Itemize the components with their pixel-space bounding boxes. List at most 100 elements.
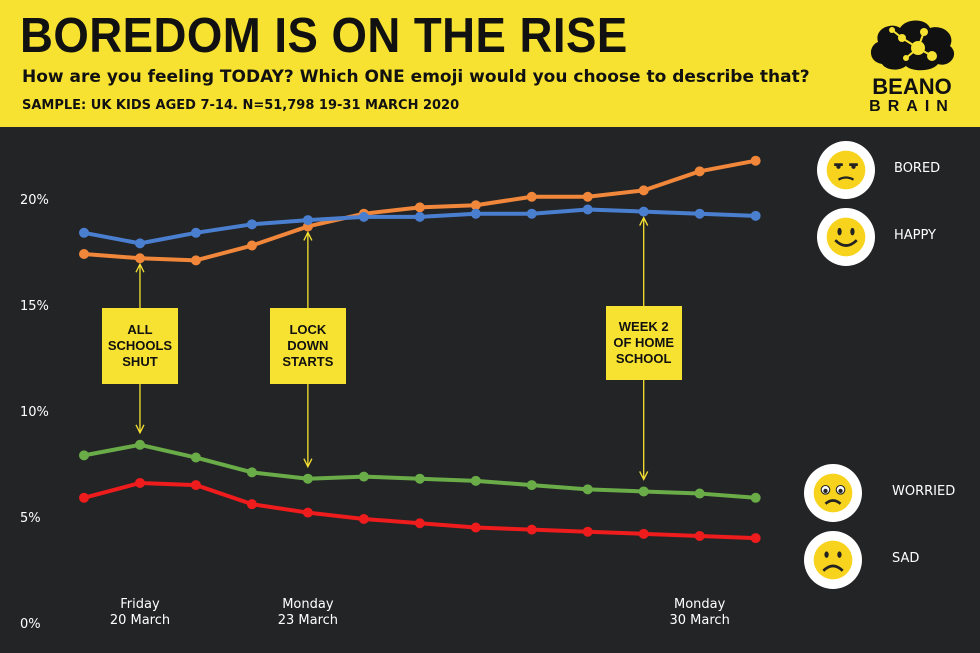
- sad-emoji-icon: [803, 531, 862, 589]
- chart-title: BOREDOM IS ON THE RISE: [20, 9, 628, 63]
- data-point-sad: [134, 477, 145, 488]
- arrowhead-icon: [303, 458, 313, 469]
- data-point-worried: [358, 471, 369, 482]
- data-point-bored: [246, 240, 257, 251]
- arrowhead-icon: [639, 471, 649, 481]
- data-point-worried: [302, 473, 313, 484]
- sample-note: SAMPLE: UK KIDS AGED 7-14. N=51,798 19-3…: [22, 98, 460, 113]
- data-point-happy: [638, 206, 649, 217]
- data-point-bored: [79, 249, 89, 259]
- annotation-box: LOCK DOWN STARTS: [269, 308, 346, 384]
- data-point-sad: [470, 522, 481, 533]
- data-point-worried: [190, 452, 201, 463]
- brain-icon: [870, 20, 955, 71]
- line-chart: [79, 155, 761, 544]
- series-line-worried: [83, 442, 756, 500]
- data-point-worried: [470, 475, 481, 486]
- happy-emoji-icon: [816, 208, 875, 266]
- data-point-worried: [638, 486, 649, 497]
- x-tick-label: Monday 30 March: [640, 597, 760, 629]
- annotation-text: WEEK 2: [618, 319, 669, 334]
- data-point-happy: [750, 210, 761, 221]
- data-point-happy: [582, 204, 593, 215]
- annotation-text: LOCK: [289, 322, 327, 337]
- data-point-bored: [134, 253, 145, 264]
- x-tick-label: Friday 20 March: [80, 597, 200, 629]
- data-point-happy: [79, 227, 89, 238]
- x-tick-line2: 23 March: [277, 613, 339, 628]
- data-point-bored: [750, 155, 761, 166]
- y-tick-label: 10%: [20, 405, 49, 420]
- x-tick-line1: Monday: [282, 597, 334, 612]
- data-point-happy: [190, 227, 201, 238]
- y-tick-label: 0%: [20, 617, 41, 632]
- data-point-happy: [414, 211, 425, 222]
- data-point-sad: [638, 528, 649, 539]
- chart-subtitle: How are you feeling TODAY? Which ONE emo…: [22, 67, 810, 87]
- annotation-text: SCHOOLS: [107, 338, 173, 353]
- arrowhead-icon: [135, 262, 145, 273]
- x-tick-line2: 20 March: [109, 613, 171, 628]
- annotation-text: SCHOOL: [615, 351, 672, 366]
- worried-emoji-icon: [803, 464, 862, 522]
- data-point-happy: [134, 238, 145, 249]
- data-point-bored: [638, 185, 649, 196]
- legend-label-bored: BORED: [894, 161, 941, 176]
- data-point-happy: [358, 211, 369, 222]
- data-point-worried: [134, 439, 145, 450]
- annotation-text: SHUT: [122, 354, 158, 369]
- header-banner: BOREDOM IS ON THE RISE How are you feeli…: [0, 0, 980, 127]
- arrowhead-icon: [135, 424, 145, 435]
- x-tick-line1: Monday: [673, 597, 726, 612]
- data-point-happy: [694, 208, 705, 219]
- data-point-happy: [246, 219, 257, 230]
- x-tick-line1: Friday: [120, 597, 160, 612]
- y-tick-label: 15%: [20, 299, 49, 314]
- legend-label-worried: WORRIED: [892, 484, 956, 499]
- data-point-worried: [582, 484, 593, 495]
- x-tick-label: Monday 23 March: [248, 597, 368, 629]
- logo-brain: BRAIN: [869, 98, 955, 115]
- annotation-text: OF HOME: [613, 335, 675, 350]
- data-point-sad: [79, 492, 89, 503]
- data-point-sad: [582, 526, 593, 537]
- y-tick-label: 5%: [20, 511, 41, 526]
- data-point-sad: [190, 480, 201, 491]
- data-point-worried: [694, 488, 705, 499]
- logo-beano: BEANO: [872, 74, 952, 99]
- annotation-box: WEEK 2 OF HOME SCHOOL: [605, 306, 682, 380]
- data-point-worried: [414, 473, 425, 484]
- data-point-worried: [79, 450, 89, 461]
- data-point-worried: [750, 492, 761, 503]
- annotation-text: ALL: [127, 322, 153, 337]
- data-point-bored: [470, 200, 481, 211]
- data-point-sad: [526, 524, 537, 535]
- x-tick-line2: 30 March: [669, 613, 730, 628]
- data-point-sad: [414, 518, 425, 529]
- arrowhead-icon: [303, 230, 313, 241]
- data-point-bored: [190, 255, 201, 266]
- legend-label-happy: HAPPY: [894, 228, 937, 243]
- data-point-worried: [246, 467, 257, 478]
- arrowhead-icon: [639, 216, 649, 226]
- data-point-sad: [246, 499, 257, 510]
- data-point-happy: [470, 208, 481, 219]
- legend-label-sad: SAD: [892, 551, 920, 566]
- data-point-happy: [302, 215, 313, 226]
- data-point-sad: [750, 533, 761, 544]
- data-point-sad: [358, 514, 369, 524]
- data-point-bored: [694, 166, 705, 177]
- y-tick-label: 20%: [20, 193, 49, 208]
- beano-brain-logo: BEANO BRAIN: [862, 16, 962, 116]
- annotation-box: ALL SCHOOLS SHUT: [101, 308, 178, 384]
- data-point-bored: [414, 202, 425, 213]
- data-point-worried: [526, 480, 537, 491]
- data-point-happy: [526, 208, 537, 219]
- annotation-text: STARTS: [282, 354, 334, 369]
- data-point-bored: [526, 191, 537, 202]
- annotation-text: DOWN: [287, 338, 329, 353]
- data-point-sad: [694, 530, 705, 541]
- data-point-sad: [302, 507, 313, 518]
- data-point-bored: [582, 191, 593, 202]
- bored-emoji-icon: [816, 141, 875, 199]
